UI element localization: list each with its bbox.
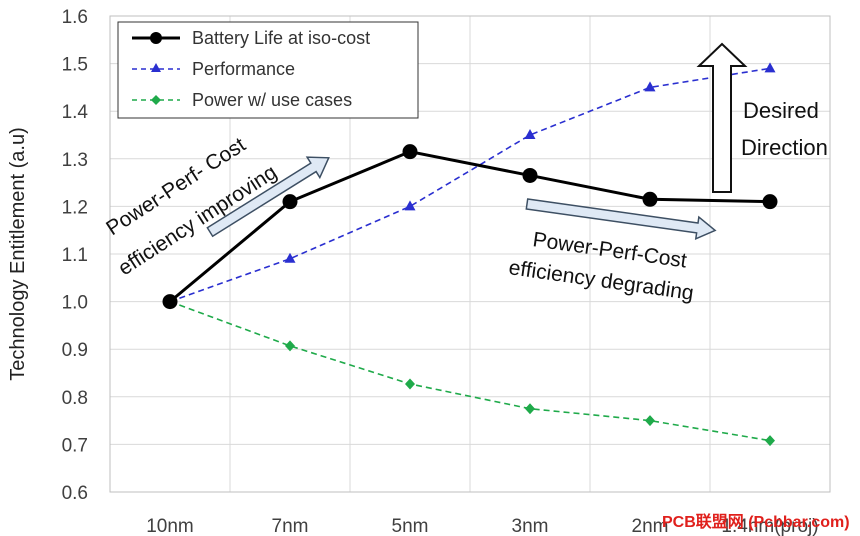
data-point [402,144,418,160]
y-tick-label: 1.2 [62,197,88,218]
desired-text-line2: Direction [741,135,828,160]
data-point [524,129,536,139]
y-tick-label: 1.5 [62,55,88,76]
data-point [762,194,778,210]
x-tick-label: 5nm [392,516,429,536]
x-tick-label: 2nm [632,516,669,536]
y-tick-label: 0.6 [62,483,88,504]
data-point [405,378,415,390]
degrading-arrow [525,198,717,241]
data-point [285,340,295,352]
series-layer [162,62,778,447]
y-axis: 0.6 0.7 0.8 0.9 1.0 1.1 1.2 1.3 1.4 1.5 1.6 [62,7,89,504]
x-tick-label: 7nm [272,516,309,536]
data-point [765,435,775,447]
y-tick-label: 0.9 [62,340,88,361]
plot-area [109,15,831,493]
x-tick-label: 1.4nm(proj) [721,516,818,536]
x-tick-label: 3nm [512,516,549,536]
data-point [764,62,776,73]
watermark: PCB联盟网 (Pcbbar.com) [662,513,850,531]
improving-arrow [206,156,330,238]
x-axis: 10nm 7nm 5nm 3nm 2nm 1.4nm(proj) [146,516,818,536]
y-tick-label: 0.8 [62,388,88,409]
y-tick-label: 1.4 [62,102,89,123]
data-point [644,81,656,92]
data-point [404,200,416,211]
series-0 [162,144,778,310]
data-point [282,194,298,210]
y-tick-label: 1.6 [62,7,88,28]
legend-marker-power [151,95,161,105]
legend-label-power: Power w/ use cases [192,90,352,110]
legend-marker-battery [150,32,162,44]
data-point [162,294,178,310]
legend-label-battery: Battery Life at iso-cost [192,28,370,48]
desired-text-line1: Desired [743,98,819,123]
y-tick-label: 1.1 [62,245,88,266]
legend: Battery Life at iso-cost Performance Pow… [117,21,419,119]
annotation-desired: Desired Direction [696,42,828,193]
series-line-2 [169,300,771,442]
annotation-degrading: Power-Perf-Cost efficiency degrading [507,198,717,305]
series-line-0 [169,150,771,303]
data-point [284,252,296,263]
y-tick-label: 1.3 [62,150,88,171]
x-tick-label: 10nm [146,516,194,536]
data-point [525,403,535,415]
legend-label-performance: Performance [192,59,295,79]
legend-marker-performance [151,63,161,72]
y-tick-label: 0.7 [62,435,88,456]
data-point [645,415,655,427]
data-point [642,191,658,207]
data-point [522,167,538,183]
desired-arrow [696,42,748,193]
y-axis-label: Technology Entitlement (a.u) [7,127,29,380]
y-tick-label: 1.0 [62,293,88,314]
